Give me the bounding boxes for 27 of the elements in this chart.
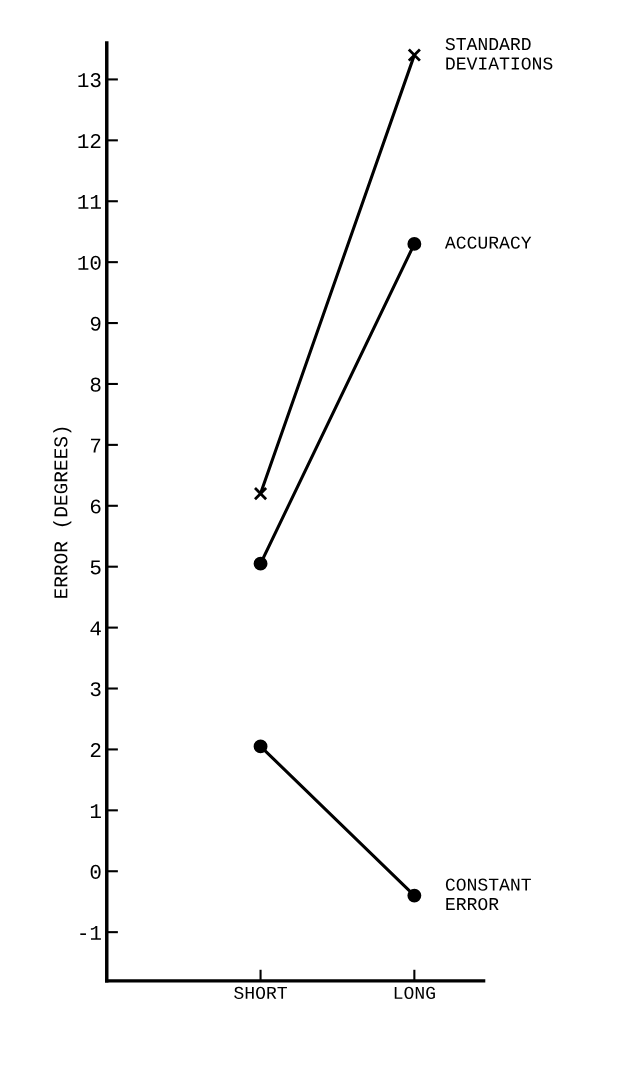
y-tick-label: 4 [90, 621, 101, 636]
y-tick-label: 0 [90, 864, 101, 879]
y-tick-label: 11 [78, 195, 101, 209]
point [253, 486, 268, 501]
y-axis-title: ERROR (DEGREES) [53, 427, 72, 598]
point [407, 48, 422, 63]
point [253, 556, 268, 571]
point [407, 236, 422, 251]
series-label: STANDARD DEVIATIONS [445, 37, 553, 70]
series-label: CONSTANT ERROR [445, 878, 531, 911]
x-tick-label: LONG [394, 986, 435, 999]
y-tick-label: 8 [90, 377, 101, 392]
y-tick-label: 5 [90, 560, 101, 575]
series-label: ACCURACY [444, 236, 532, 249]
y-tick-label: 10 [78, 255, 101, 270]
y-tick-label: 6 [90, 499, 101, 514]
y-tick-label: 9 [90, 316, 101, 331]
y-tick-label: 12 [78, 133, 101, 148]
x-tick-label: SHORT [234, 986, 287, 999]
y-tick-label: 3 [90, 682, 101, 697]
point [253, 739, 268, 754]
y-tick-label: 13 [78, 73, 101, 88]
point [407, 888, 422, 903]
y-tick-label: 2 [90, 743, 101, 757]
y-tick-label: -1 [80, 925, 101, 940]
y-tick-label: 7 [91, 438, 101, 453]
y-tick-label: 1 [90, 804, 101, 818]
